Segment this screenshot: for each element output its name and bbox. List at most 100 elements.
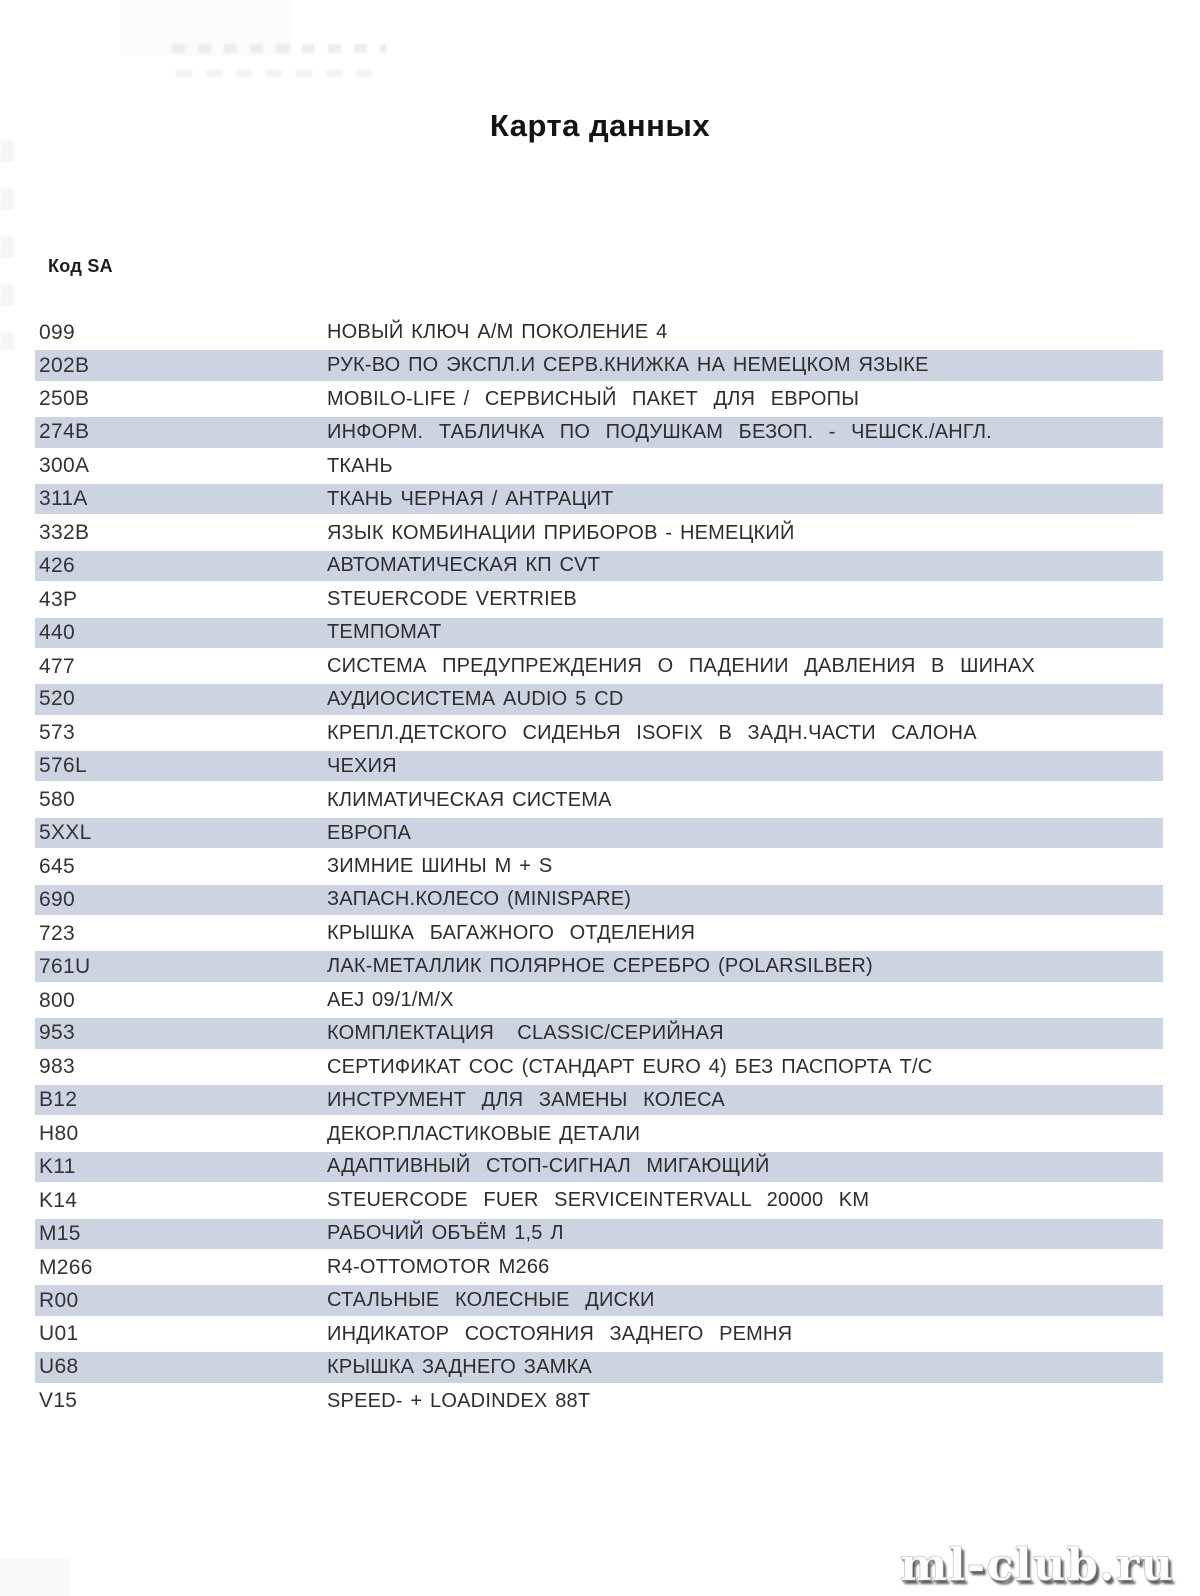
table-row: 477 СИСТЕМА ПРЕДУПРЕЖДЕНИЯ О ПАДЕНИИ ДАВЛ… <box>35 650 1163 683</box>
sa-code-cell: K11 <box>39 1154 76 1178</box>
sa-code-cell: 645 <box>39 854 75 878</box>
sa-code-cell: 300A <box>39 454 90 478</box>
sa-code-table: 099 НОВЫЙ КЛЮЧ А/М ПОКОЛЕНИЕ 4 202B РУК-ВО … <box>35 316 1163 1418</box>
sa-description-cell: СИСТЕМА ПРЕДУПРЕЖДЕНИЯ О ПАДЕНИИ ДАВЛЕНИ… <box>327 655 1035 678</box>
table-row: B12 ИНСТРУМЕНТ ДЛЯ ЗАМЕНЫ КОЛЕСА <box>35 1083 1163 1118</box>
sa-description-cell: AEJ 09/1/M/X <box>327 989 454 1011</box>
table-row: 099 НОВЫЙ КЛЮЧ А/М ПОКОЛЕНИЕ 4 <box>35 316 1163 349</box>
table-row: 800 AEJ 09/1/M/X <box>35 984 1163 1017</box>
sa-description-cell: СЕРТИФИКАТ COC (СТАНДАРТ EURO 4) БЕЗ ПАС… <box>327 1055 933 1078</box>
sa-description-cell: STEUERCODE FUER SERVICEINTERVALL 20000 K… <box>327 1189 870 1212</box>
sa-code-cell: 800 <box>39 988 75 1012</box>
sa-description-cell: ДЕКОР.ПЛАСТИКОВЫЕ ДЕТАЛИ <box>327 1122 641 1145</box>
sa-description-cell: ЗАПАСН.КОЛЕСО (MINISPARE) <box>327 888 632 911</box>
sa-description-cell: ЕВРОПА <box>327 821 412 844</box>
table-row: H80 ДЕКОР.ПЛАСТИКОВЫЕ ДЕТАЛИ <box>35 1117 1163 1150</box>
sa-description-cell: SPEED- + LOADINDEX 88T <box>327 1389 591 1412</box>
sa-code-cell: 202B <box>39 353 90 377</box>
scan-artifact <box>172 44 387 53</box>
table-row: U01 ИНДИКАТОР СОСТОЯНИЯ ЗАДНЕГО РЕМНЯ <box>35 1318 1163 1351</box>
table-row: K14 STEUERCODE FUER SERVICEINTERVALL 2000… <box>35 1184 1163 1217</box>
table-row: 426 АВТОМАТИЧЕСКАЯ КП CVT <box>35 549 1163 584</box>
sa-code-cell: 099 <box>39 320 75 344</box>
sa-code-cell: B12 <box>39 1088 78 1112</box>
sa-code-cell: U68 <box>39 1355 79 1379</box>
sa-description-cell: ЯЗЫК КОМБИНАЦИИ ПРИБОРОВ - НЕМЕЦКИЙ <box>327 521 795 544</box>
table-row: K11 АДАПТИВНЫЙ СТОП-СИГНАЛ МИГАЮЩИЙ <box>35 1150 1163 1185</box>
table-row: 274B ИНФОРМ. ТАБЛИЧКА ПО ПОДУШКАМ БЕЗОП. … <box>35 416 1163 450</box>
sa-code-cell: 5XXL <box>39 821 92 845</box>
sa-code-cell: M266 <box>39 1255 93 1279</box>
sa-code-cell: V15 <box>39 1389 78 1413</box>
scan-artifact <box>176 70 376 77</box>
table-row: M266 R4-OTTOMOTOR M266 <box>35 1251 1163 1284</box>
sa-description-cell: КЛИМАТИЧЕСКАЯ СИСТЕМА <box>327 788 612 811</box>
sa-code-cell: 43P <box>39 587 78 611</box>
sa-code-cell: 477 <box>39 654 75 678</box>
code-column-header: Код SA <box>48 256 113 276</box>
sa-code-cell: 426 <box>39 553 75 577</box>
table-row: 311A ТКАНЬ ЧЕРНАЯ / АНТРАЦИТ <box>35 482 1163 517</box>
scan-artifact <box>0 1558 70 1596</box>
sa-description-cell: РУК-ВО ПО ЭКСПЛ.И СЕРВ.КНИЖКА НА НЕМЕЦКО… <box>327 354 929 377</box>
table-row: 761U ЛАК-МЕТАЛЛИК ПОЛЯРНОЕ СЕРЕБРО (POLAR… <box>35 950 1163 984</box>
sa-description-cell: КРЕПЛ.ДЕТСКОГО СИДЕНЬЯ ISOFIX В ЗАДН.ЧАС… <box>327 721 977 744</box>
page-title: Карта данных <box>489 108 711 143</box>
table-row: 723 КРЫШКА БАГАЖНОГО ОТДЕЛЕНИЯ <box>35 917 1163 950</box>
sa-code-cell: H80 <box>39 1122 79 1146</box>
sa-description-cell: НОВЫЙ КЛЮЧ А/М ПОКОЛЕНИЕ 4 <box>327 321 668 344</box>
sa-description-cell: ТКАНЬ <box>327 454 393 477</box>
sa-description-cell: ИНСТРУМЕНТ ДЛЯ ЗАМЕНЫ КОЛЕСА <box>327 1088 725 1111</box>
table-row: U68 КРЫШКА ЗАДНЕГО ЗАМКА <box>35 1351 1163 1385</box>
sa-code-cell: 332B <box>39 521 90 545</box>
table-row: 645 ЗИМНИЕ ШИНЫ M + S <box>35 850 1163 883</box>
sa-description-cell: АУДИОСИСТЕМА AUDIO 5 CD <box>327 687 624 710</box>
table-row: 5XXL ЕВРОПА <box>35 816 1163 851</box>
table-row: 250B MOBILO-LIFE / СЕРВИСНЫЙ ПАКЕТ ДЛЯ ЕВ… <box>35 383 1163 416</box>
table-row: 332B ЯЗЫК КОМБИНАЦИИ ПРИБОРОВ - НЕМЕЦКИЙ <box>35 516 1163 549</box>
sa-description-cell: СТАЛЬНЫЕ КОЛЕСНЫЕ ДИСКИ <box>327 1289 655 1312</box>
sa-description-cell: ЧЕХИЯ <box>327 754 397 777</box>
sa-description-cell: АВТОМАТИЧЕСКАЯ КП CVT <box>327 554 601 577</box>
sa-description-cell: КОМПЛЕКТАЦИЯ CLASSIC/СЕРИЙНАЯ <box>327 1021 724 1044</box>
sa-code-cell: 983 <box>39 1055 75 1079</box>
sa-description-cell: КРЫШКА БАГАЖНОГО ОТДЕЛЕНИЯ <box>327 922 696 945</box>
sa-code-cell: U01 <box>39 1322 79 1346</box>
sa-code-cell: 274B <box>39 420 90 444</box>
sa-code-cell: 953 <box>39 1021 75 1045</box>
table-row: 573 КРЕПЛ.ДЕТСКОГО СИДЕНЬЯ ISOFIX В ЗАДН.… <box>35 717 1163 750</box>
sa-description-cell: STEUERCODE VERTRIEB <box>327 588 577 611</box>
sa-description-cell: ТКАНЬ ЧЕРНАЯ / АНТРАЦИТ <box>327 487 614 510</box>
sa-code-cell: 576L <box>39 754 87 778</box>
sa-description-cell: ЗИМНИЕ ШИНЫ M + S <box>327 855 553 878</box>
table-row: M15 РАБОЧИЙ ОБЪЁМ 1,5 Л <box>35 1217 1163 1251</box>
table-row: 43P STEUERCODE VERTRIEB <box>35 583 1163 616</box>
sa-code-cell: K14 <box>39 1188 78 1212</box>
sa-code-cell: 311A <box>39 487 88 511</box>
table-row: 953 КОМПЛЕКТАЦИЯ CLASSIC/СЕРИЙНАЯ <box>35 1017 1163 1051</box>
sa-code-cell: 761U <box>39 954 91 978</box>
sa-code-cell: 723 <box>39 921 75 945</box>
sa-code-cell: 573 <box>39 721 75 745</box>
table-row: 300A ТКАНЬ <box>35 450 1163 483</box>
table-row: V15 SPEED- + LOADINDEX 88T <box>35 1385 1163 1418</box>
scan-artifact <box>120 0 292 56</box>
table-row: 983 СЕРТИФИКАТ COC (СТАНДАРТ EURO 4) БЕЗ … <box>35 1051 1163 1084</box>
table-row: 576L ЧЕХИЯ <box>35 750 1163 784</box>
sa-code-cell: 440 <box>39 620 75 644</box>
sa-code-cell: 250B <box>39 387 90 411</box>
table-row: 440 ТЕМПОМАТ <box>35 616 1163 650</box>
table-row: 520 АУДИОСИСТЕМА AUDIO 5 CD <box>35 683 1163 717</box>
sa-code-cell: 520 <box>39 687 75 711</box>
table-row: 580 КЛИМАТИЧЕСКАЯ СИСТЕМА <box>35 783 1163 816</box>
sa-description-cell: АДАПТИВНЫЙ СТОП-СИГНАЛ МИГАЮЩИЙ <box>327 1155 770 1178</box>
sa-description-cell: ИНДИКАТОР СОСТОЯНИЯ ЗАДНЕГО РЕМНЯ <box>327 1322 793 1345</box>
sa-code-cell: M15 <box>39 1221 81 1245</box>
sa-description-cell: ИНФОРМ. ТАБЛИЧКА ПО ПОДУШКАМ БЕЗОП. - ЧЕ… <box>327 420 992 443</box>
sa-description-cell: MOBILO-LIFE / СЕРВИСНЫЙ ПАКЕТ ДЛЯ ЕВРОПЫ <box>327 387 860 410</box>
sa-code-cell: 690 <box>39 887 75 911</box>
sa-description-cell: КРЫШКА ЗАДНЕГО ЗАМКА <box>327 1355 592 1378</box>
table-row: 202B РУК-ВО ПО ЭКСПЛ.И СЕРВ.КНИЖКА НА НЕМ… <box>35 349 1163 383</box>
sa-description-cell: ЛАК-МЕТАЛЛИК ПОЛЯРНОЕ СЕРЕБРО (POLARSILB… <box>327 955 873 978</box>
sa-description-cell: РАБОЧИЙ ОБЪЁМ 1,5 Л <box>327 1222 564 1245</box>
